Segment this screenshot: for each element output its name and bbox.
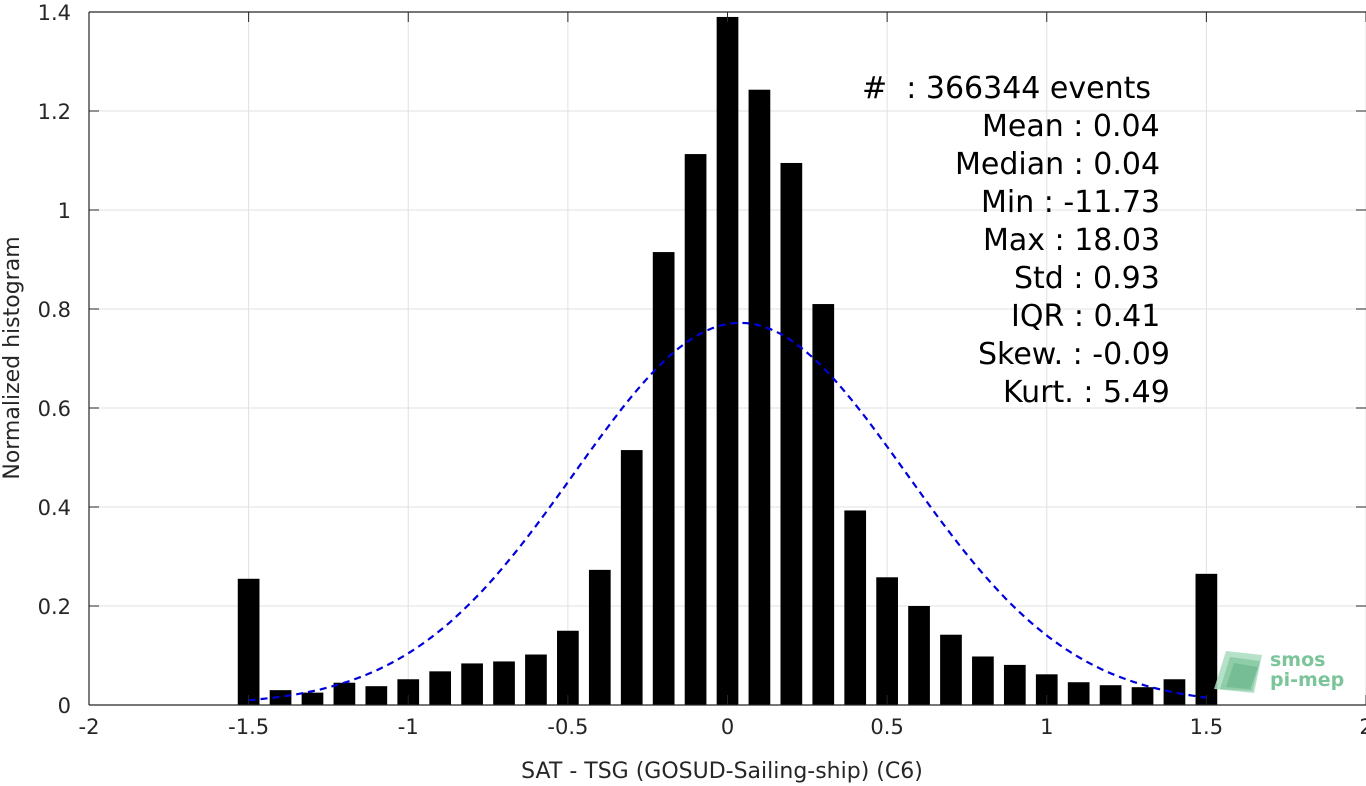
y-tick-label: 0 (58, 694, 71, 718)
x-tick-label: 1 (1040, 715, 1053, 739)
y-tick-label: 1.4 (38, 1, 71, 25)
histogram-bar (684, 154, 707, 705)
stat-median: Median : 0.04 (955, 147, 1161, 182)
stat-events: # : 366344 events (862, 71, 1151, 106)
x-tick-label: -0.5 (547, 715, 588, 739)
y-axis-label: Normalized histogram (0, 236, 25, 479)
x-tick-label: 2 (1359, 715, 1366, 739)
histogram-bar (940, 634, 962, 705)
histogram-bar (1003, 664, 1026, 705)
x-axis-label: SAT - TSG (GOSUD-Sailing-ship) (C6) (521, 759, 923, 784)
y-tick-label: 0.2 (38, 595, 71, 619)
histogram-bar (493, 661, 515, 705)
x-tick-label: 0 (721, 715, 734, 739)
x-tick-labels: -2 -1.5 -1 -0.5 0 0.5 1 1.5 2 (79, 715, 1366, 739)
axes (88, 11, 1366, 706)
histogram-bar (1195, 573, 1218, 705)
histogram-bar (301, 692, 324, 705)
y-tick-label: 0.4 (38, 496, 71, 520)
histogram-bar (780, 162, 803, 706)
histogram-bar (908, 606, 930, 705)
stat-mean: Mean : 0.04 (982, 109, 1160, 144)
histogram-bar (812, 304, 835, 705)
histogram-bar (972, 656, 994, 705)
histogram-bar (333, 682, 356, 705)
stats-block: # : 366344 events Mean : 0.04 Median : 0… (0, 0, 1170, 410)
histogram-bar (588, 569, 611, 705)
histogram-bar (876, 577, 898, 705)
stat-skew: Skew. : -0.09 (978, 337, 1170, 372)
histogram-bar (237, 578, 260, 705)
histogram-bar (525, 654, 547, 705)
stat-min: Min : -11.73 (981, 185, 1161, 220)
stat-max: Max : 18.03 (983, 223, 1161, 258)
histogram-bar (620, 450, 643, 705)
y-tick-label: 0.6 (38, 397, 71, 421)
y-tick-label: 0.8 (38, 298, 71, 322)
stat-kurt: Kurt. : 5.49 (1003, 375, 1170, 410)
histogram-bar (1099, 685, 1122, 705)
x-tick-label: 1.5 (1190, 715, 1223, 739)
normal-fit-curve (248, 321, 1207, 702)
histogram-bar (269, 690, 292, 705)
histogram-bar (716, 16, 739, 705)
logo-mark-icon (1214, 651, 1262, 693)
stat-std: Std : 0.93 (1014, 261, 1160, 296)
histogram-bars (237, 16, 1218, 706)
histogram-bar (652, 252, 675, 705)
histogram-bar (844, 510, 867, 705)
histogram-bar (1035, 674, 1058, 705)
logo-text-line2: pi-mep (1270, 669, 1344, 691)
histogram-bar (748, 89, 771, 706)
histogram-bar (365, 686, 388, 705)
stat-iqr: IQR : 0.41 (1011, 299, 1161, 334)
histogram-bar (1131, 687, 1154, 705)
x-tick-label: -2 (79, 715, 100, 739)
x-tick-label: -1.5 (228, 715, 269, 739)
histogram-bar (557, 630, 579, 705)
y-tick-label: 1.2 (38, 100, 71, 124)
histogram-bar (429, 671, 452, 705)
histogram-bar (461, 663, 483, 705)
x-tick-label: -1 (398, 715, 419, 739)
y-tick-labels: 0 0.2 0.4 0.6 0.8 1 1.2 1.4 (38, 1, 71, 718)
histogram-bar (1163, 679, 1186, 705)
x-tick-label: 0.5 (870, 715, 903, 739)
smos-pimep-logo: smos pi-mep (1214, 649, 1344, 693)
y-tick-label: 1 (58, 199, 71, 223)
histogram-bar (397, 679, 420, 705)
logo-text-line1: smos (1270, 649, 1325, 671)
histogram-bar (1067, 682, 1090, 705)
